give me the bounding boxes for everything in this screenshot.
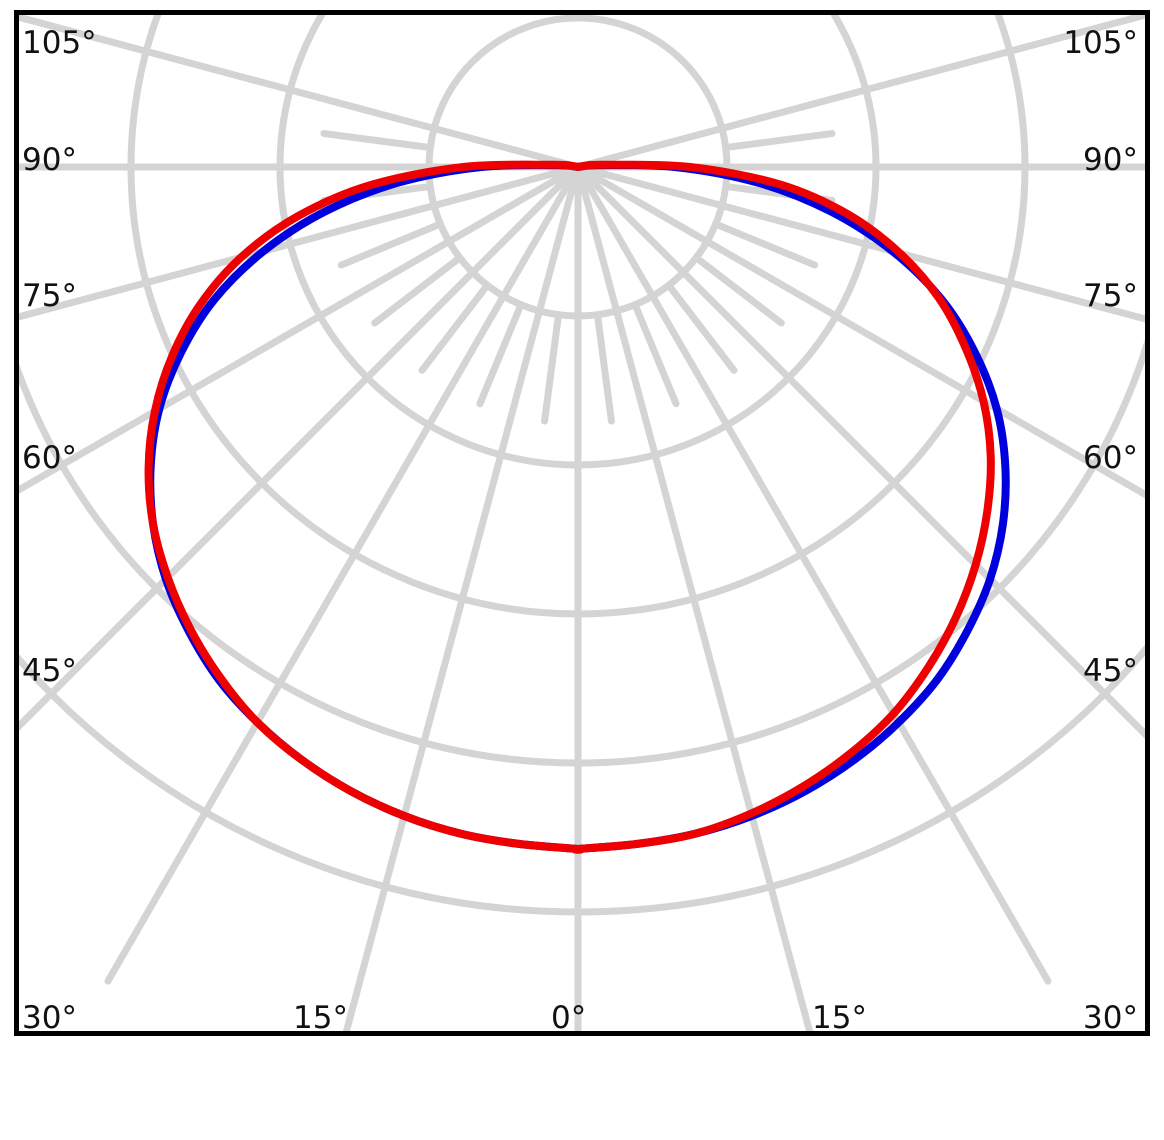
angle-label-right-60: 60°: [1083, 440, 1138, 476]
angle-label-bottom-0: 0°: [551, 1000, 587, 1036]
chart-footer: cd/klm η = 100% C0 - C180 C90 - C270: [0, 1036, 1164, 1140]
angle-label-left-60: 60°: [22, 440, 77, 476]
angle-label-right-90: 90°: [1083, 142, 1138, 178]
angle-label-right-30: 30°: [1083, 1000, 1138, 1036]
curve-c0c180: [144, 160, 995, 854]
angle-label-left-45: 45°: [22, 653, 77, 689]
plot-frame: [14, 10, 1150, 1036]
angle-label-right-45: 45°: [1083, 653, 1138, 689]
angle-label-left-75: 75°: [22, 278, 77, 314]
angle-label-right-75: 75°: [1083, 278, 1138, 314]
polar-plot-canvas: [19, 15, 1145, 1031]
angle-label-bottom-15-right: 15°: [812, 1000, 867, 1036]
angle-label-right-105: 105°: [1063, 25, 1138, 61]
angle-label-left-30: 30°: [22, 1000, 77, 1036]
angle-label-bottom-15-left: 15°: [293, 1000, 348, 1036]
angle-label-left-90: 90°: [22, 142, 77, 178]
angle-label-left-105: 105°: [22, 25, 97, 61]
